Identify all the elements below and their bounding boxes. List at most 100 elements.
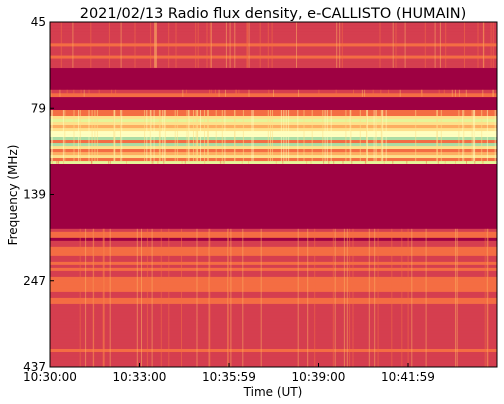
spectrogram-speckle xyxy=(141,228,142,367)
spectrogram-speckle xyxy=(324,110,326,161)
spectrogram-speckle xyxy=(336,22,338,68)
spectrogram-speckle xyxy=(134,22,136,68)
spectrogram-speckle xyxy=(267,22,269,68)
frequency-band xyxy=(50,22,497,69)
spectrogram-speckle xyxy=(349,110,351,161)
spectrogram-speckle xyxy=(146,110,148,161)
spectrogram-speckle xyxy=(96,110,98,161)
spectrogram-speckle xyxy=(221,110,223,161)
spectrogram-row xyxy=(50,345,497,350)
spectrogram-speckle xyxy=(270,110,271,161)
spectrogram-speckle xyxy=(152,161,154,164)
spectrogram-speckle xyxy=(494,110,496,161)
spectrogram-speckle xyxy=(334,228,336,367)
spectrogram-speckle xyxy=(182,89,184,97)
spectrogram-speckle xyxy=(248,22,250,68)
spectrogram-speckle xyxy=(94,110,96,161)
spectrogram-row xyxy=(50,276,497,281)
spectrogram-speckle xyxy=(318,89,320,97)
x-axis-ticks: 10:30:00 10:33:00 10:35:59 10:39:00 10:41:59 xyxy=(23,363,435,384)
spectrogram-speckle xyxy=(248,89,250,97)
spectrogram-speckle xyxy=(66,89,68,97)
spectrogram-speckle xyxy=(395,22,397,68)
spectrogram-speckle xyxy=(466,161,467,164)
spectrogram-speckle xyxy=(224,110,226,161)
spectrogram-speckle xyxy=(206,22,208,68)
spectrogram-speckle xyxy=(51,161,53,164)
spectrogram-speckle xyxy=(445,22,447,68)
spectrogram-row xyxy=(50,351,497,356)
spectrogram-speckle xyxy=(490,22,492,68)
spectrogram-speckle xyxy=(339,22,341,68)
spectrogram-speckle xyxy=(437,110,438,161)
spectrogram-speckle xyxy=(404,22,406,68)
spectrogram-row xyxy=(50,161,497,164)
spectrogram-speckle xyxy=(486,110,488,161)
spectrogram-row xyxy=(50,273,497,278)
spectrogram-speckle xyxy=(208,228,210,367)
spectrogram-speckle xyxy=(425,228,427,367)
spectrogram-row xyxy=(50,122,497,126)
spectrogram-speckle xyxy=(298,89,300,97)
spectrogram-speckle xyxy=(407,228,409,367)
spectrogram-row xyxy=(50,234,497,239)
spectrogram-row xyxy=(50,155,497,159)
x-tick-label: 10:41:59 xyxy=(381,370,435,384)
spectrogram-speckle xyxy=(296,22,297,68)
spectrogram-speckle xyxy=(273,89,274,97)
spectrogram-row xyxy=(50,306,497,311)
spectrogram-speckle xyxy=(215,110,217,161)
spectrogram-speckle xyxy=(328,161,330,164)
spectrogram-speckle xyxy=(482,161,484,164)
spectrogram-speckle xyxy=(463,110,465,161)
spectrogram-row xyxy=(50,282,497,287)
spectrogram-speckle xyxy=(73,110,75,161)
spectrogram-speckle xyxy=(443,89,445,97)
spectrogram-row xyxy=(50,324,497,329)
spectrogram-speckle xyxy=(209,22,211,68)
spectrogram-row xyxy=(50,37,497,41)
spectrogram-speckle xyxy=(380,89,382,97)
frequency-band xyxy=(50,228,497,368)
spectrogram-speckle xyxy=(159,110,161,161)
spectrogram-speckle xyxy=(438,89,440,97)
spectrogram-speckle xyxy=(455,228,457,367)
spectrogram-speckle xyxy=(382,110,384,161)
spectrogram-row xyxy=(50,119,497,123)
spectrogram-speckle xyxy=(464,22,465,68)
spectrogram-speckle xyxy=(474,161,476,164)
spectrogram-speckle xyxy=(380,110,382,161)
spectrogram-row xyxy=(50,158,497,162)
spectrogram-speckle xyxy=(120,22,122,68)
spectrogram-row xyxy=(50,110,497,114)
spectrogram-speckle xyxy=(436,110,438,161)
spectrogram-row xyxy=(50,28,497,32)
spectrogram-speckle xyxy=(288,110,290,161)
spectrogram-speckle xyxy=(242,228,244,367)
spectrogram-speckle xyxy=(359,110,361,161)
spectrogram-speckle xyxy=(158,110,160,161)
spectrogram-row xyxy=(50,146,497,150)
spectrogram-speckle xyxy=(103,228,105,367)
spectrogram-row xyxy=(50,288,497,293)
spectrogram-speckle xyxy=(271,22,273,68)
spectrogram-row xyxy=(50,327,497,332)
x-axis-label: Time (UT) xyxy=(243,385,303,399)
spectrogram-row xyxy=(50,330,497,335)
spectrogram-speckle xyxy=(385,110,387,161)
spectrogram-speckle xyxy=(218,89,220,97)
spectrogram-speckle xyxy=(57,161,59,164)
spectrogram-row xyxy=(50,125,497,129)
spectrogram-speckle xyxy=(381,110,383,161)
spectrogram-speckle xyxy=(90,22,92,68)
spectrogram-speckle xyxy=(223,161,225,164)
spectrogram-speckle xyxy=(364,89,366,97)
spectrogram-speckle xyxy=(275,161,277,164)
spectrogram-row xyxy=(50,252,497,257)
spectrogram-speckle xyxy=(235,89,237,97)
spectrogram-row xyxy=(50,348,497,353)
spectrogram-speckle xyxy=(420,89,422,97)
spectrogram-speckle xyxy=(63,161,65,164)
spectrogram-speckle xyxy=(492,22,494,68)
spectrogram-speckle xyxy=(109,228,111,367)
